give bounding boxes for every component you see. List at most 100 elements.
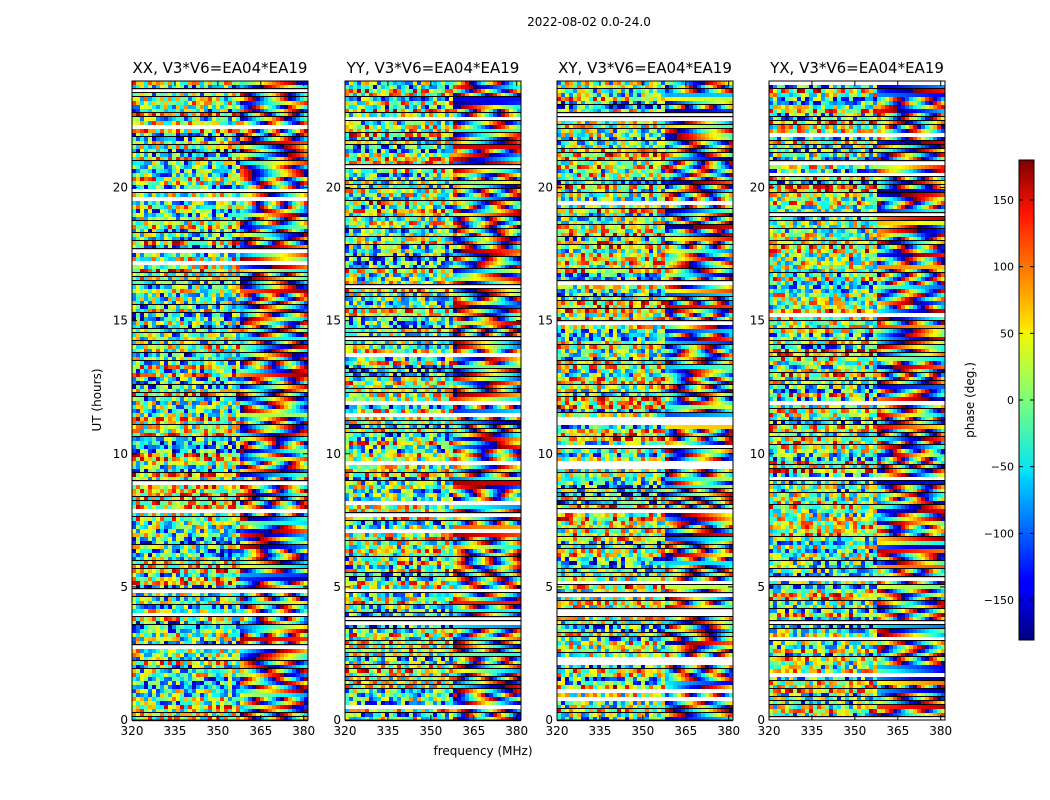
heatmap-cell (264, 553, 268, 557)
heatmap-cell (212, 265, 216, 269)
heatmap-cell (132, 465, 136, 469)
heatmap-cell (200, 385, 204, 389)
heatmap-cell (304, 349, 308, 353)
heatmap-cell (296, 141, 300, 145)
heatmap-cell (160, 145, 164, 149)
heatmap-cell (232, 477, 236, 481)
heatmap-cell (220, 545, 224, 549)
heatmap-cell (204, 129, 208, 133)
heatmap-cell (268, 109, 272, 113)
heatmap-cell (192, 373, 196, 377)
heatmap-cell (272, 453, 276, 457)
heatmap-cell (240, 369, 244, 373)
heatmap-cell (216, 465, 220, 469)
heatmap-cell (256, 177, 260, 181)
heatmap-cell (296, 405, 300, 409)
heatmap-cell (304, 493, 308, 497)
heatmap-cell (260, 269, 264, 273)
heatmap-cell (180, 457, 184, 461)
heatmap-cell (268, 469, 272, 473)
heatmap-cell (196, 421, 200, 425)
heatmap-cell (224, 309, 228, 313)
heatmap-cell (304, 289, 308, 293)
heatmap-cell (256, 417, 260, 421)
heatmap-cell (232, 161, 236, 165)
heatmap-cell (280, 549, 284, 553)
heatmap-cell (264, 181, 268, 185)
heatmap-cell (184, 345, 188, 349)
heatmap-cell (136, 345, 140, 349)
heatmap-cell (140, 557, 144, 561)
heatmap-cell (272, 97, 276, 101)
heatmap-cell (164, 441, 168, 445)
heatmap-cell (200, 437, 204, 441)
heatmap-cell (152, 213, 156, 217)
heatmap-cell (176, 165, 180, 169)
heatmap-cell (248, 165, 252, 169)
heatmap-cell (272, 417, 276, 421)
heatmap-cell (212, 541, 216, 545)
heatmap-cell (248, 97, 252, 101)
heatmap-cell (252, 241, 256, 245)
heatmap-cell (172, 405, 176, 409)
heatmap-cell (204, 521, 208, 525)
heatmap-cell (212, 477, 216, 481)
heatmap-cell (300, 105, 304, 109)
heatmap-cell (268, 241, 272, 245)
heatmap-cell (260, 437, 264, 441)
heatmap-cell (140, 177, 144, 181)
heatmap-cell (304, 457, 308, 461)
heatmap-cell (156, 201, 160, 205)
heatmap-cell (216, 485, 220, 489)
heatmap-cell (296, 389, 300, 393)
heatmap-cell (140, 377, 144, 381)
heatmap-cell (208, 93, 212, 97)
heatmap-cell (132, 473, 136, 477)
heatmap-cell (216, 221, 220, 225)
heatmap-cell (276, 545, 280, 549)
heatmap-cell (288, 377, 292, 381)
heatmap-cell (180, 145, 184, 149)
heatmap-cell (244, 133, 248, 137)
heatmap-cell (252, 493, 256, 497)
heatmap-cell (204, 177, 208, 181)
heatmap-cell (260, 293, 264, 297)
heatmap-cell (160, 181, 164, 185)
heatmap-cell (164, 325, 168, 329)
heatmap-cell (248, 417, 252, 421)
heatmap-cell (140, 457, 144, 461)
heatmap-cell (276, 273, 280, 277)
heatmap-cell (160, 81, 164, 85)
heatmap-cell (156, 81, 160, 85)
heatmap-cell (132, 193, 136, 197)
heatmap-cell (272, 265, 276, 269)
heatmap-cell (284, 409, 288, 413)
heatmap-cell (284, 213, 288, 217)
heatmap-cell (140, 333, 144, 337)
heatmap-cell (216, 389, 220, 393)
heatmap-cell (144, 105, 148, 109)
heatmap-cell (152, 549, 156, 553)
heatmap-cell (160, 137, 164, 141)
heatmap-cell (304, 557, 308, 561)
heatmap-cell (204, 469, 208, 473)
heatmap-cell (284, 277, 288, 281)
heatmap-cell (148, 161, 152, 165)
heatmap-cell (184, 137, 188, 141)
heatmap-cell (236, 313, 240, 317)
heatmap-cell (240, 265, 244, 269)
heatmap-cell (280, 389, 284, 393)
heatmap-cell (200, 93, 204, 97)
heatmap-cell (136, 129, 140, 133)
heatmap-cell (304, 393, 308, 397)
heatmap-cell (280, 465, 284, 469)
heatmap-cell (184, 561, 188, 565)
heatmap-cell (204, 441, 208, 445)
heatmap-cell (168, 337, 172, 341)
heatmap-cell (248, 345, 252, 349)
heatmap-cell (224, 129, 228, 133)
heatmap-cell (152, 121, 156, 125)
heatmap-cell (288, 389, 292, 393)
heatmap-cell (272, 409, 276, 413)
heatmap-cell (140, 121, 144, 125)
